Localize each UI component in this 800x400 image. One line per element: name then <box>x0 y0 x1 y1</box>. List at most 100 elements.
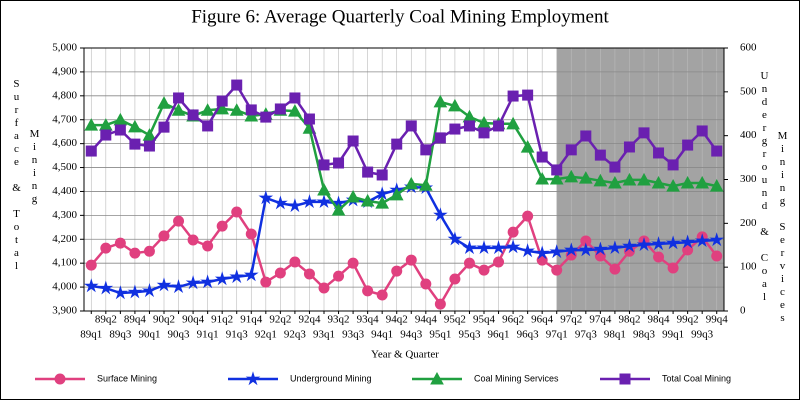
x-tick-label: 98q1 <box>604 329 626 341</box>
y2-axis-label: Mining Services <box>776 130 788 325</box>
data-point <box>303 268 315 280</box>
x-tick-label: 89q3 <box>109 329 132 341</box>
data-point <box>158 121 170 133</box>
y-tick-label: 4,500 <box>52 161 77 173</box>
y-tick-label: 4,400 <box>52 185 77 197</box>
data-point <box>98 280 114 295</box>
data-point <box>520 140 535 153</box>
data-point <box>622 238 637 253</box>
data-point <box>288 104 302 117</box>
data-point <box>258 190 274 205</box>
data-point <box>653 251 665 263</box>
data-point <box>317 182 331 196</box>
data-point <box>260 276 272 288</box>
data-point <box>214 271 230 286</box>
data-point <box>128 119 142 133</box>
data-point <box>447 231 463 246</box>
data-point <box>376 169 388 181</box>
data-point <box>391 138 403 150</box>
y2-tick-label: 0 <box>740 305 746 317</box>
x-tick-label: 94q2 <box>386 314 408 326</box>
x-tick-label: 90q2 <box>153 314 175 326</box>
data-point <box>333 157 345 169</box>
data-point <box>347 135 359 147</box>
data-point <box>229 103 244 116</box>
y2-tick-label: 400 <box>740 129 757 141</box>
data-point <box>318 282 330 294</box>
data-point <box>143 140 155 152</box>
x-axis-label: Year & Quarter <box>371 349 439 361</box>
y-tick-label: 4,700 <box>52 113 77 125</box>
data-point <box>85 145 97 157</box>
data-point <box>593 241 608 256</box>
data-point <box>636 237 652 252</box>
data-point <box>245 104 257 116</box>
data-point <box>536 151 548 163</box>
data-point <box>623 141 635 153</box>
x-tick-label: 97q1 <box>546 329 568 341</box>
data-point <box>142 283 157 298</box>
data-point <box>173 215 185 227</box>
data-point <box>507 226 519 238</box>
data-point <box>667 262 679 274</box>
x-tick-label: 98q3 <box>633 329 656 341</box>
x-tick-label: 94q1 <box>371 329 393 341</box>
x-tick-label: 93q4 <box>357 314 380 326</box>
data-point <box>463 120 475 132</box>
data-point <box>100 242 112 254</box>
y-tick-label: 4,100 <box>52 257 77 269</box>
x-tick-label: 90q3 <box>168 329 191 341</box>
data-point <box>578 242 594 257</box>
y-tick-label: 4,200 <box>52 233 77 245</box>
data-point <box>129 138 141 150</box>
legend-label: Coal Mining Services <box>474 373 559 383</box>
x-tick-label: 94q3 <box>400 329 423 341</box>
x-tick-label: 96q3 <box>517 329 540 341</box>
data-point <box>651 236 666 251</box>
legend-marker <box>619 373 631 385</box>
x-tick-label: 98q4 <box>648 314 671 326</box>
y-axis-label: Mining <box>28 128 40 206</box>
x-tick-label: 96q1 <box>488 329 510 341</box>
data-point <box>493 120 505 132</box>
y2-tick-label: 600 <box>740 42 757 54</box>
data-point <box>434 132 446 144</box>
data-point <box>360 193 375 207</box>
data-point <box>462 240 477 255</box>
data-point <box>113 285 128 300</box>
data-point <box>244 108 259 122</box>
chart-title: Figure 6: Average Quarterly Coal Mining … <box>191 6 609 27</box>
data-point <box>289 256 301 268</box>
data-point <box>695 175 710 189</box>
data-point <box>404 176 419 190</box>
data-point <box>289 92 301 104</box>
data-point <box>114 124 126 136</box>
x-tick-label: 93q2 <box>328 314 350 326</box>
legend-marker <box>245 371 261 386</box>
data-point <box>274 103 286 115</box>
data-point <box>389 187 404 201</box>
data-point <box>551 164 563 176</box>
y2-tick-label: 300 <box>740 173 757 185</box>
data-point <box>231 206 243 218</box>
data-point <box>185 275 201 290</box>
data-point <box>347 257 359 269</box>
data-point <box>551 264 563 276</box>
x-tick-label: 95q1 <box>429 329 451 341</box>
x-tick-label: 90q1 <box>138 329 160 341</box>
data-point <box>564 169 579 183</box>
x-tick-label: 93q1 <box>313 329 335 341</box>
x-tick-label: 91q1 <box>197 329 219 341</box>
x-tick-label: 95q2 <box>444 314 466 326</box>
data-point <box>578 171 593 184</box>
data-point <box>476 240 492 255</box>
series <box>84 179 724 300</box>
data-point <box>100 129 112 141</box>
data-point <box>362 166 374 178</box>
data-point <box>200 274 215 289</box>
data-point <box>449 273 461 285</box>
data-point <box>506 116 520 130</box>
data-point <box>420 144 432 156</box>
data-point <box>273 195 288 210</box>
data-point <box>507 90 519 102</box>
